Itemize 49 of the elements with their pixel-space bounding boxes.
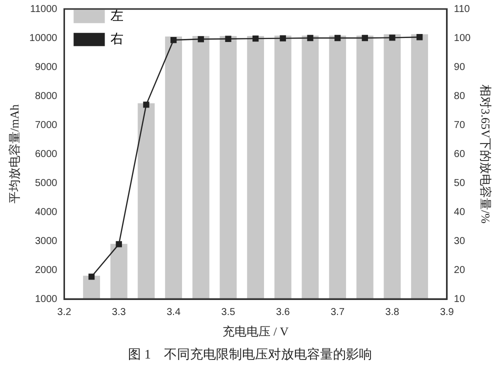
x-tick-label: 3.8: [385, 306, 400, 318]
y2-tick-label: 90: [454, 62, 466, 73]
y2-tick-label: 70: [454, 120, 466, 131]
y-tick-label: 1000: [34, 294, 58, 305]
point: [334, 34, 341, 42]
y-tick-label: 3000: [34, 236, 58, 247]
y-tick-label: 2000: [34, 264, 58, 276]
point: [143, 102, 150, 108]
y-tick-label: 11000: [30, 4, 58, 15]
x-tick-label: 3.6: [276, 306, 290, 318]
y-tick-label: 9000: [34, 62, 58, 73]
y2-tick-label: 30: [454, 236, 466, 247]
text: 图 1 不同充电限制电压对放电容量的影响: [128, 346, 372, 362]
y2-tick-label: 80: [454, 90, 466, 102]
y-tick-label: 5000: [34, 178, 58, 189]
x-tick-label: 3.2: [57, 306, 72, 318]
y2-tick-label: 20: [454, 264, 466, 276]
point: [116, 241, 122, 248]
y2-tick-label: 10: [454, 294, 466, 305]
y2-tick-label: 50: [454, 178, 466, 189]
x-tick-label: 3.7: [330, 306, 345, 318]
point: [280, 35, 286, 42]
y2-tick-label: 110: [454, 4, 470, 15]
point: [225, 36, 232, 42]
point: [307, 34, 314, 42]
x-tick-label: 3.3: [112, 306, 126, 318]
x-tick-label: 3.9: [440, 306, 454, 318]
point: [88, 274, 95, 280]
point: [416, 34, 423, 40]
y2-axis-title: 相对3.65V下的放电容量/%: [478, 84, 493, 224]
x-axis-title: 充电电压 / V: [222, 324, 289, 338]
y-tick-label: 4000: [34, 206, 58, 218]
y-tick-label: 10000: [29, 32, 58, 44]
point: [389, 34, 396, 41]
legend-label: 右: [110, 30, 124, 46]
y-tick-label: 6000: [34, 148, 58, 160]
point: [362, 34, 368, 42]
x-tick-label: 3.5: [221, 306, 236, 318]
legend-label: 左: [110, 8, 124, 23]
y2-tick-label: 60: [454, 148, 466, 160]
x-tick-label: 3.4: [166, 306, 181, 318]
y-tick-label: 7000: [34, 120, 58, 131]
y-tick-label: 8000: [34, 90, 58, 102]
y-axis-title: 平均放电容量/mAh: [7, 104, 22, 204]
point: [252, 36, 259, 42]
point: [198, 36, 204, 42]
y2-tick-label: 100: [454, 32, 472, 44]
point: [170, 36, 177, 44]
y2-tick-label: 40: [454, 206, 466, 218]
